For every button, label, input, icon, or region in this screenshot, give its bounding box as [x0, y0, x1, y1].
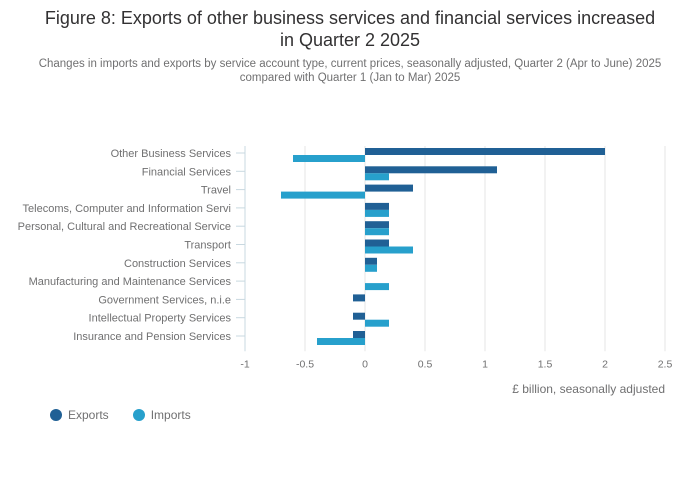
gridlines — [236, 146, 666, 352]
x-axis-label: £ billion, seasonally adjusted — [512, 382, 665, 396]
legend-label-imports: Imports — [150, 408, 191, 422]
x-tick-label: -1 — [240, 358, 249, 370]
category-labels: Other Business Services Financial Service… — [18, 148, 232, 343]
bar-exports-insurance-and-pension-services[interactable] — [353, 331, 365, 338]
bar-imports-telecoms-computer-and-information-servi[interactable] — [365, 209, 389, 217]
chart-subtitle: Changes in imports and exports by servic… — [38, 58, 662, 84]
category-label: Travel — [201, 185, 231, 197]
bar-imports-personal-cultural-and-recreational-service[interactable] — [365, 228, 389, 236]
bar-exports-other-business-services[interactable] — [365, 148, 605, 155]
category-label: Government Services, n.i.e — [98, 294, 231, 306]
category-label: Intellectual Property Services — [89, 313, 232, 325]
legend-swatch-imports — [132, 409, 145, 421]
category-label: Personal, Cultural and Recreational Serv… — [18, 221, 231, 233]
legend-swatch-exports — [50, 409, 62, 421]
legend-item-imports[interactable]: Imports — [132, 408, 191, 422]
category-label: Manufacturing and Maintenance Services — [29, 276, 232, 288]
bars — [281, 148, 605, 345]
legend: Exports Imports — [50, 408, 191, 422]
bar-imports-intellectual-property-services[interactable] — [365, 319, 389, 327]
bar-exports-government-services-n-i-e[interactable] — [353, 294, 365, 302]
bar-exports-travel[interactable] — [365, 184, 413, 192]
x-tick-label: 1.5 — [538, 358, 553, 370]
chart-title: Figure 8: Exports of other business serv… — [44, 8, 656, 50]
bar-exports-transport[interactable] — [365, 239, 389, 247]
legend-item-exports[interactable]: Exports — [50, 408, 109, 422]
x-tick-label: -0.5 — [296, 358, 314, 370]
x-tick-label: 2 — [602, 358, 608, 370]
category-label: Construction Services — [124, 258, 231, 270]
bar-exports-telecoms-computer-and-information-servi[interactable] — [365, 202, 389, 210]
category-label: Insurance and Pension Services — [73, 331, 231, 343]
x-tick-label: 2.5 — [658, 358, 673, 370]
bar-imports-insurance-and-pension-services[interactable] — [317, 338, 365, 345]
legend-label-exports: Exports — [68, 408, 109, 422]
x-tick-label: 0 — [362, 358, 368, 370]
bar-imports-travel[interactable] — [281, 191, 365, 199]
bar-exports-personal-cultural-and-recreational-service[interactable] — [365, 221, 389, 229]
bar-exports-intellectual-property-services[interactable] — [353, 312, 365, 320]
bar-imports-construction-services[interactable] — [365, 264, 377, 272]
category-label: Financial Services — [142, 166, 232, 178]
bar-exports-construction-services[interactable] — [365, 257, 377, 265]
category-label: Other Business Services — [111, 148, 232, 160]
bar-imports-financial-services[interactable] — [365, 173, 389, 181]
category-label: Transport — [184, 240, 231, 252]
bar-exports-financial-services[interactable] — [365, 166, 497, 174]
x-tick-label: 0.5 — [418, 358, 433, 370]
bar-imports-manufacturing-and-maintenance-services[interactable] — [365, 283, 389, 291]
category-label: Telecoms, Computer and Information Servi — [23, 203, 231, 215]
x-tick-label: 1 — [482, 358, 488, 370]
bar-imports-other-business-services[interactable] — [293, 155, 365, 162]
bar-imports-transport[interactable] — [365, 246, 413, 254]
x-tick-labels: -1 -0.5 0 0.5 1 1.5 2 2.5 — [240, 358, 672, 370]
